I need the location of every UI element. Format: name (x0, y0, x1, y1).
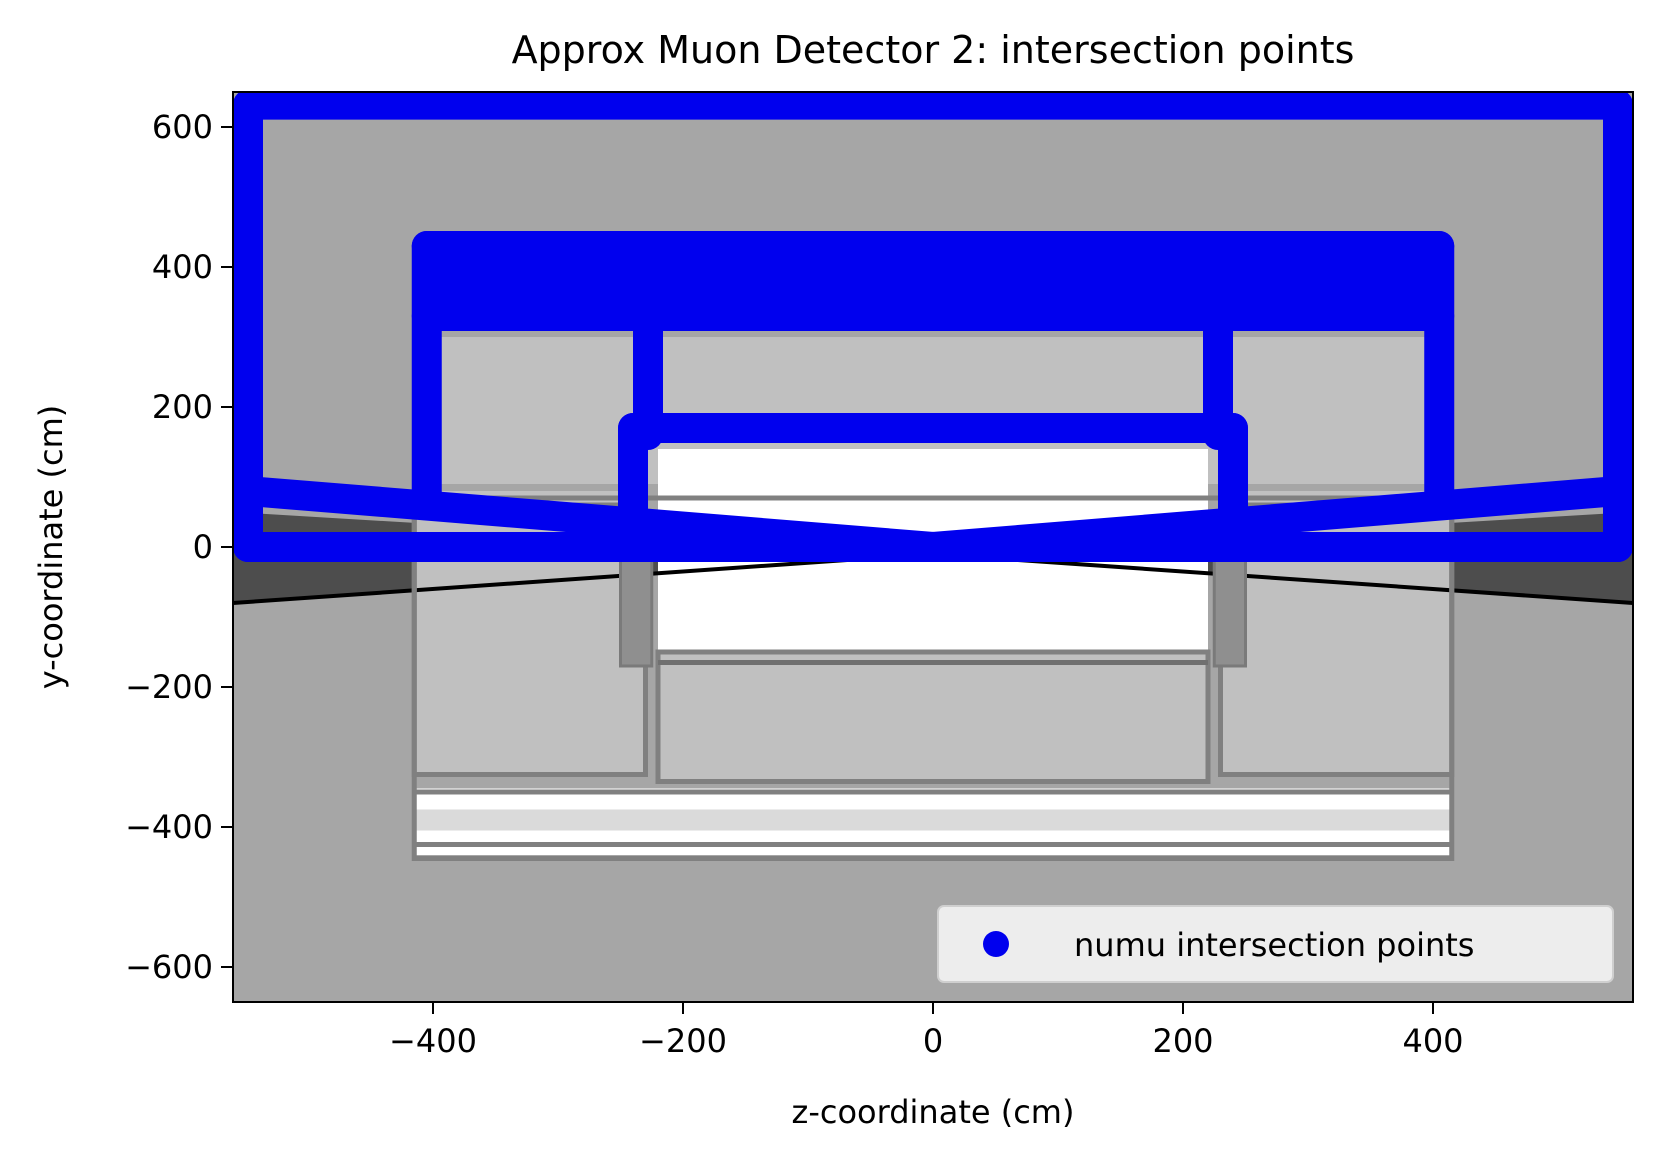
legend-box (937, 905, 1614, 983)
legend: numu intersection points (937, 905, 1614, 983)
point-track-4 (233, 476, 948, 562)
outline-hall-center (655, 649, 1211, 784)
pillar-right (1212, 545, 1247, 668)
point-band-upper (426, 246, 1440, 316)
y-tick-label: 0 (193, 528, 213, 566)
beam-line-right (932, 552, 1633, 605)
intersection-points (233, 92, 1633, 562)
hall-center-fill (658, 652, 1208, 782)
y-tick-label: 600 (152, 108, 213, 146)
chart-title: Approx Muon Detector 2: intersection poi… (512, 28, 1355, 72)
beam-line-left (233, 552, 934, 605)
y-tick-label: 400 (152, 248, 213, 286)
x-axis: −400 −200 0 200 400 (389, 1002, 1464, 1060)
point-track-5 (918, 476, 1633, 562)
pillar-left (619, 545, 654, 668)
x-tick-label: −200 (639, 1022, 727, 1060)
plot-area (233, 92, 1633, 1002)
y-tick-label: 200 (152, 388, 213, 426)
y-tick-label: −400 (125, 808, 213, 846)
x-tick-label: 0 (923, 1022, 943, 1060)
x-tick-label: −400 (389, 1022, 477, 1060)
y-tick-label: −600 (125, 948, 213, 986)
lower-strip (414, 809, 1452, 831)
y-axis: −600 −400 −200 0 200 400 600 (125, 108, 233, 986)
legend-marker (983, 931, 1009, 957)
x-tick-label: 400 (1402, 1022, 1463, 1060)
y-tick-label: −200 (125, 668, 213, 706)
y-axis-label: y-coordinate (cm) (32, 405, 70, 690)
legend-label: numu intersection points (1074, 926, 1474, 964)
x-tick-label: 200 (1152, 1022, 1213, 1060)
x-axis-label: z-coordinate (cm) (792, 1093, 1075, 1131)
